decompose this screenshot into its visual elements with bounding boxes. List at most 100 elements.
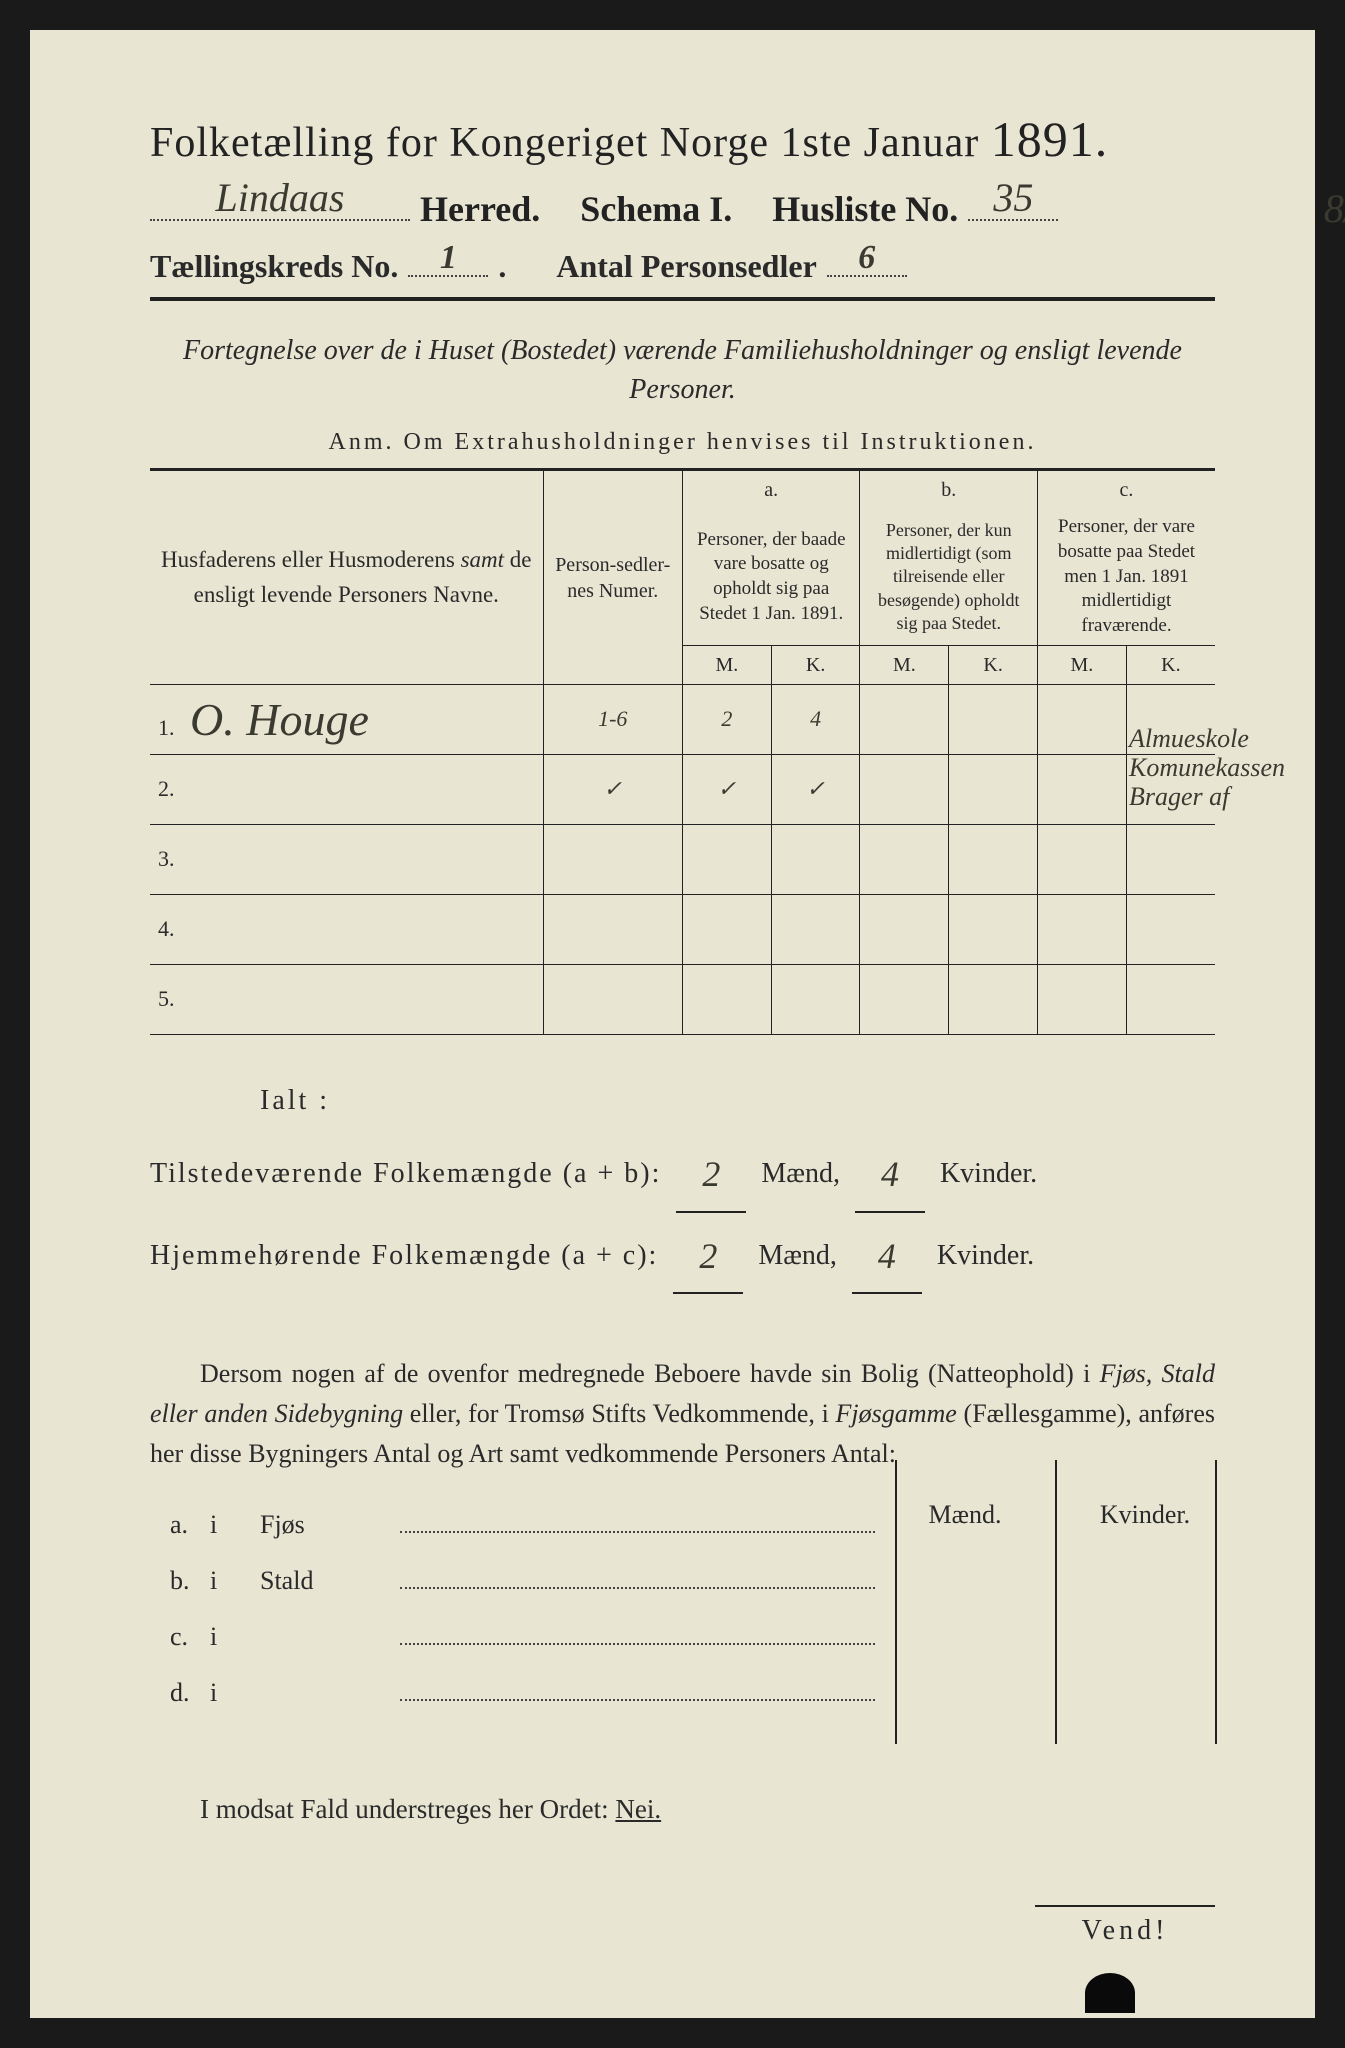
ialt-label: Ialt : [150, 1070, 1215, 1132]
row-num: 2. [150, 754, 543, 824]
cell-ck [1126, 824, 1215, 894]
cell-cm [1037, 964, 1126, 1034]
cell-cm [1037, 824, 1126, 894]
table-row: 1. O. Houge 1-6 2 4 [150, 684, 1215, 754]
maend-label: Mænd, [758, 1240, 837, 1271]
building-dots [400, 1627, 875, 1645]
final-text: I modsat Fald understreges her Ordet: [200, 1794, 615, 1824]
inkblot-icon [1085, 1973, 1135, 2013]
cell-psn [543, 964, 682, 1034]
cell-am [682, 894, 771, 964]
table-body: 1. O. Houge 1-6 2 4 2. ✓ ✓ ✓ [150, 684, 1215, 1034]
cell-bm [860, 964, 949, 1034]
building-i: i [210, 1622, 260, 1652]
cell-cm [1037, 754, 1126, 824]
header-herred-line: Lindaas Herred. Schema I. Husliste No. 3… [150, 188, 1215, 230]
building-row: b. i Stald [150, 1566, 1215, 1622]
building-label: Stald [260, 1566, 400, 1596]
building-i: i [210, 1566, 260, 1596]
col-num-header: Person-sedler-nes Numer. [543, 471, 682, 684]
total-ac-label: Hjemmehørende Folkemængde (a + c): [150, 1240, 658, 1271]
cell-ck [1126, 894, 1215, 964]
building-dots [400, 1515, 875, 1533]
antal-field: 6 [827, 275, 907, 277]
building-rows: a. i Fjøs b. i Stald c. i d. [150, 1510, 1215, 1734]
cell-bk [949, 964, 1038, 1034]
col-c-header: Personer, der vare bosatte paa Stedet me… [1037, 509, 1215, 645]
table-row: 5. [150, 964, 1215, 1034]
col-c-m: M. [1037, 645, 1126, 684]
vend-label: Vend! [1035, 1905, 1215, 1947]
herred-label: Herred. [420, 188, 540, 230]
cell-bm [860, 824, 949, 894]
cell-ak [771, 894, 860, 964]
building-row: a. i Fjøs [150, 1510, 1215, 1566]
cell-psn [543, 824, 682, 894]
antal-value: 6 [858, 239, 875, 277]
antal-label: Antal Personsedler [556, 248, 816, 285]
building-tag: c. [150, 1622, 210, 1652]
cell-am [682, 964, 771, 1034]
title-text: Folketælling for Kongeriget Norge 1ste J… [150, 120, 979, 166]
building-label: Fjøs [260, 1510, 400, 1540]
row-num: 1. [158, 715, 175, 740]
cell-bk [949, 754, 1038, 824]
cell-bm [860, 894, 949, 964]
col-a-top: a. [682, 471, 860, 510]
title-year: 1891. [991, 111, 1109, 167]
form-anm: Anm. Om Extrahusholdninger henvises til … [150, 429, 1215, 456]
kreds-label: Tællingskreds No. [150, 248, 398, 285]
instruction-paragraph: Dersom nogen af de ovenfor medregnede Be… [150, 1354, 1215, 1475]
building-i: i [210, 1510, 260, 1540]
cell-bm [860, 754, 949, 824]
table-row: 3. [150, 824, 1215, 894]
header-kreds-line: Tællingskreds No. 1 . Antal Personsedler… [150, 248, 1215, 285]
divider-heavy [150, 297, 1215, 301]
kvinder-label: Kvinder. [937, 1240, 1034, 1271]
margin-date-note: 8/1 [1324, 185, 1345, 232]
side-note-3: Brager af [1129, 783, 1285, 812]
total-ab-label: Tilstedeværende Folkemængde (a + b): [150, 1158, 661, 1189]
final-nei: Nei. [615, 1794, 661, 1824]
col-c-top: c. [1037, 471, 1215, 510]
cell-ck [1126, 964, 1215, 1034]
row-num: 5. [150, 964, 543, 1034]
col-a-k: K. [771, 645, 860, 684]
cell-ak: ✓ [771, 754, 860, 824]
totals-section: Ialt : Tilstedeværende Folkemængde (a + … [150, 1070, 1215, 1294]
final-line: I modsat Fald understreges her Ordet: Ne… [150, 1794, 1215, 1825]
side-note-1: Almueskole [1129, 725, 1285, 754]
cell-bm [860, 684, 949, 754]
total-ab-k-field: 4 [855, 1131, 925, 1212]
building-tag: b. [150, 1566, 210, 1596]
building-row: c. i [150, 1622, 1215, 1678]
side-annotation: Almueskole Komunekassen Brager af [1129, 725, 1285, 811]
maend-label: Mænd, [761, 1158, 840, 1189]
cell-ak [771, 824, 860, 894]
building-dots [400, 1683, 875, 1701]
cell-cm [1037, 684, 1126, 754]
cell-ak: 4 [771, 684, 860, 754]
cell-psn: 1-6 [543, 684, 682, 754]
table-row: 4. [150, 894, 1215, 964]
kvinder-label: Kvinder. [940, 1158, 1037, 1189]
cell-bk [949, 684, 1038, 754]
total-ac-m: 2 [699, 1236, 717, 1276]
building-section: Mænd. Kvinder. a. i Fjøs b. i Stald c. i [150, 1510, 1215, 1734]
col-b-top: b. [860, 471, 1038, 510]
cell-bk [949, 894, 1038, 964]
census-form-page: 8/1 Folketælling for Kongeriget Norge 1s… [30, 30, 1315, 2018]
cell-cm [1037, 894, 1126, 964]
cell-bk [949, 824, 1038, 894]
building-tag: a. [150, 1510, 210, 1540]
total-ab-m-field: 2 [676, 1131, 746, 1212]
col-b-k: K. [949, 645, 1038, 684]
cell-psn: ✓ [543, 754, 682, 824]
cell-am: 2 [682, 684, 771, 754]
household-table: Husfaderens eller Husmoderens samt de en… [150, 470, 1215, 1034]
row-num: 4. [150, 894, 543, 964]
col-c-k: K. [1126, 645, 1215, 684]
col-b-header: Personer, der kun midlertidigt (som tilr… [860, 509, 1038, 645]
building-dots [400, 1571, 875, 1589]
cell-psn [543, 894, 682, 964]
